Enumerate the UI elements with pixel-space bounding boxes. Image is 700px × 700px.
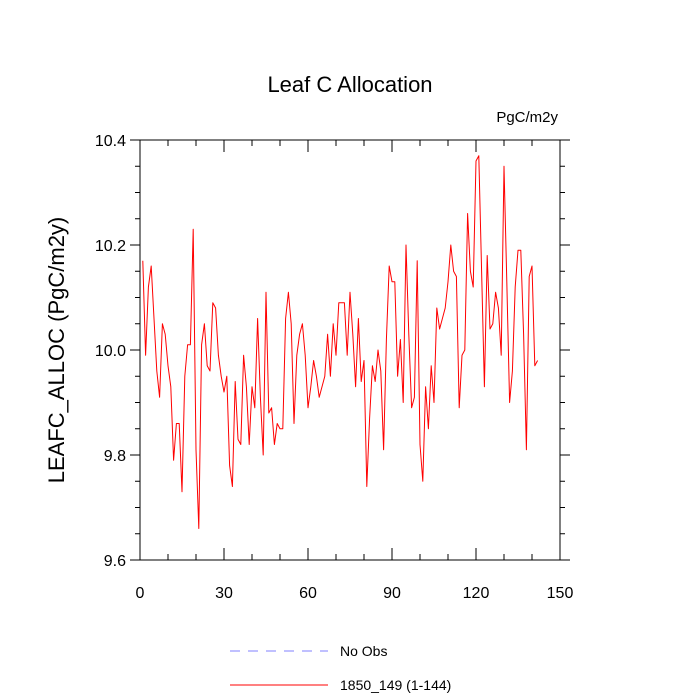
series-layer <box>142 155 539 529</box>
legend-label-no-obs: No Obs <box>340 643 387 659</box>
legend-label-series: 1850_149 (1-144) <box>340 677 451 693</box>
units-label: PgC/m2y <box>496 109 558 126</box>
y-tick-label: 10.4 <box>95 133 126 150</box>
y-tick-label: 9.6 <box>104 553 126 570</box>
x-tick-label: 150 <box>547 585 574 602</box>
y-tick-label: 10.0 <box>95 343 126 360</box>
chart-title: Leaf C Allocation <box>267 72 432 97</box>
x-tick-label: 120 <box>463 585 490 602</box>
x-tick-label: 90 <box>383 585 401 602</box>
axis-ticks <box>130 139 570 561</box>
y-tick-label: 9.8 <box>104 448 126 465</box>
x-tick-label: 60 <box>299 585 317 602</box>
legend: No Obs 1850_149 (1-144) <box>230 643 451 693</box>
x-tick-label: 0 <box>136 585 145 602</box>
plot-frame <box>139 139 561 561</box>
axis-tick-labels: 0 30 60 90 120 150 9.6 9.8 10.0 10.2 10.4 <box>95 133 574 602</box>
y-tick-label: 10.2 <box>95 238 126 255</box>
x-tick-label: 30 <box>215 585 233 602</box>
series-line <box>142 155 539 529</box>
y-axis-label: LEAFC_ALLOC (PgC/m2y) <box>44 217 69 484</box>
